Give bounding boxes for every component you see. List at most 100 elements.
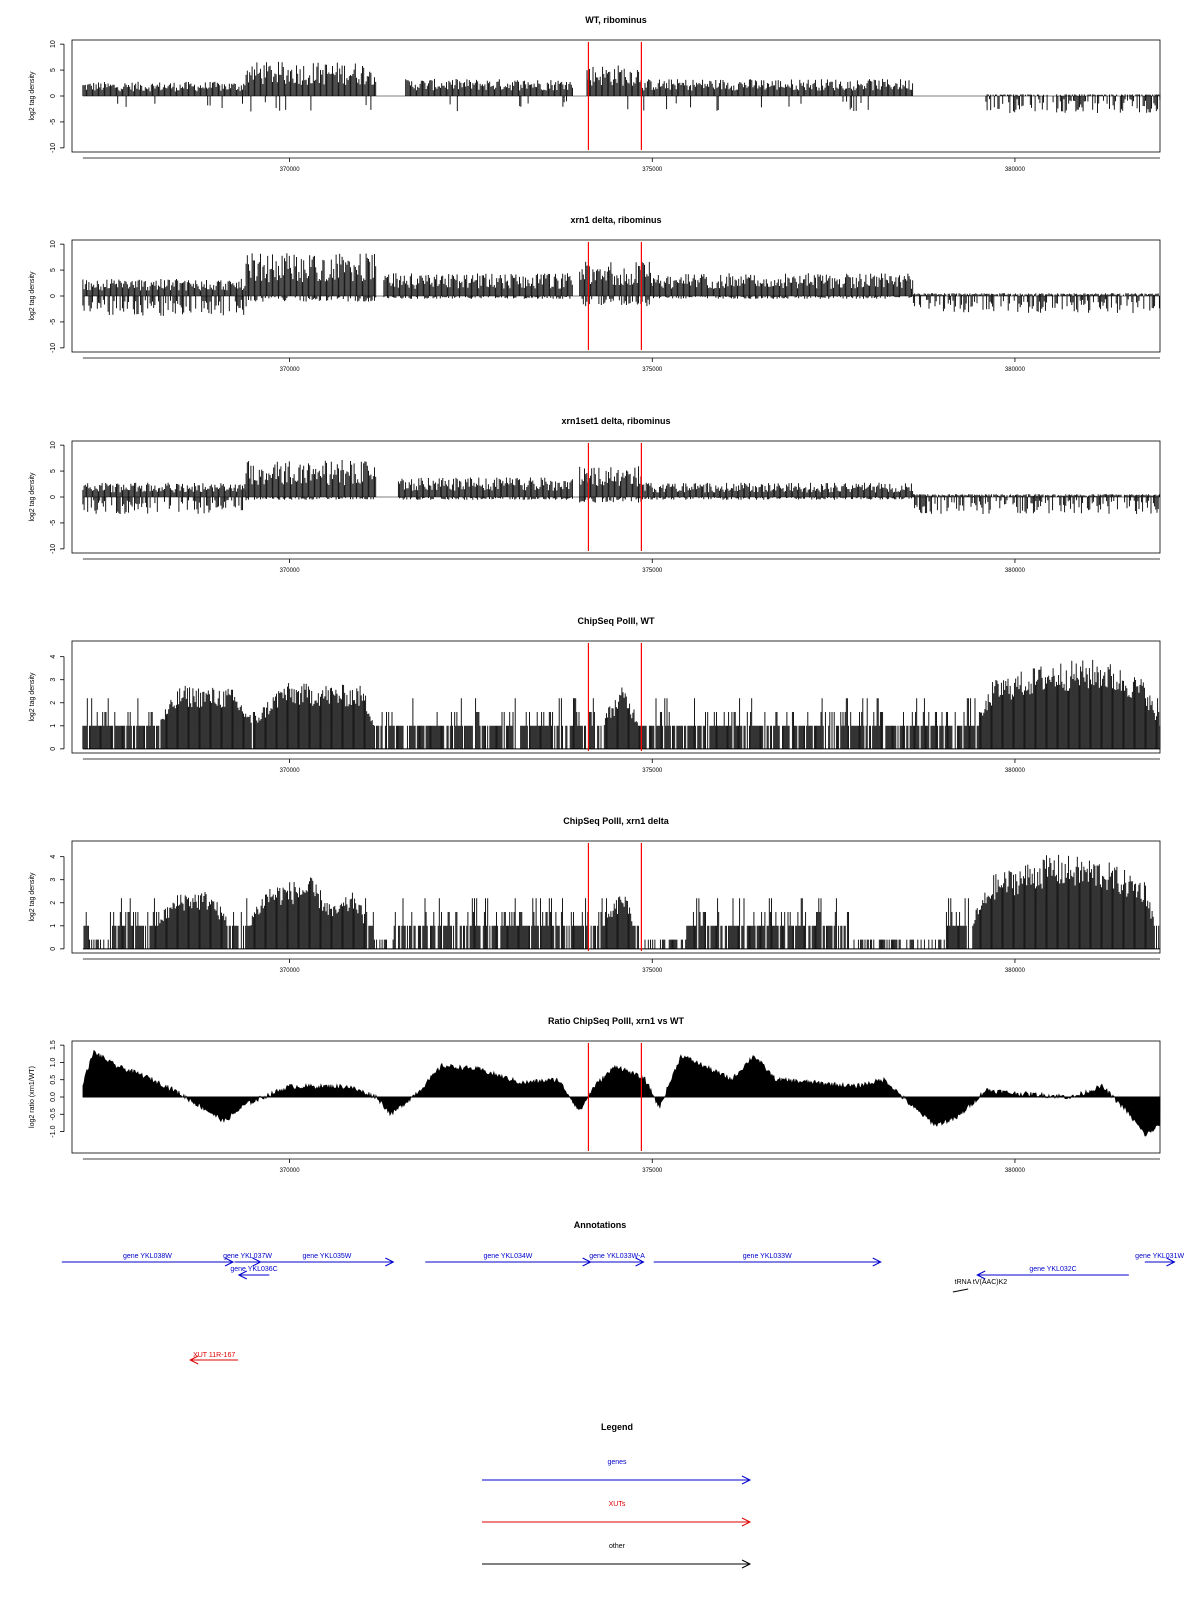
bar-segment-1: [82, 278, 247, 316]
bar-segment-2: [245, 460, 377, 500]
y-axis: 0 1 2 3 4: [50, 855, 65, 951]
x-tick-label: 375000: [642, 768, 663, 774]
y-tick-label: 5: [50, 68, 57, 72]
x-tick-label: 370000: [280, 167, 301, 173]
bar-segment-4: [579, 261, 653, 307]
legend-item-other: other: [482, 1543, 752, 1569]
gene-label: gene YKL032C: [1029, 1266, 1076, 1273]
legend-label: genes: [607, 1459, 627, 1466]
x-tick-label: 375000: [642, 568, 663, 574]
y-tick-label: 10: [50, 240, 57, 248]
gene-arrow: gene YKL035W: [260, 1253, 395, 1267]
bar-segment-3: [397, 477, 573, 500]
y-axis-label: log2 tag density: [29, 472, 36, 522]
bar-segment-1: [82, 81, 247, 108]
bar-cluster: [397, 477, 573, 500]
data-marks: [82, 1049, 1161, 1137]
bar-segment-5: [640, 78, 914, 111]
annotations-title: Annotations: [574, 1220, 627, 1230]
y-tick-label: 0.0: [50, 1092, 57, 1102]
arrow-head: [635, 1257, 645, 1267]
y-tick-label: 4: [50, 655, 57, 659]
bar-cluster: [82, 482, 247, 514]
bar-segment-4: [586, 65, 642, 110]
data-marks: [82, 253, 1160, 316]
x-tick-label: 370000: [280, 568, 301, 574]
y-axis-label: log2 tag density: [29, 271, 36, 321]
gene-label: gene YKL038W: [123, 1253, 172, 1260]
bar-segment-6: [912, 494, 1160, 514]
bar-segment-5: [651, 273, 914, 299]
chart-title: Ratio ChipSeq PolII, xrn1 vs WT: [548, 1016, 685, 1026]
gene-label: gene YKL033W: [743, 1253, 792, 1260]
y-tick-label: -5: [50, 520, 57, 526]
arrow-head: [1166, 1257, 1176, 1267]
y-axis: -10 -5 0 5 10: [50, 441, 65, 554]
y-tick-label: 0: [50, 947, 57, 951]
bar-cluster: [586, 65, 642, 110]
x-tick-label: 380000: [1005, 568, 1026, 574]
y-tick-label: 0: [50, 94, 57, 98]
x-axis: 370000 375000 380000: [82, 157, 1160, 173]
chart-panel-3: xrn1set1 delta, ribominus log2 tag densit…: [29, 416, 1161, 574]
gene-label: gene YKL035W: [302, 1253, 351, 1260]
gene-arrow: gene YKL033W: [653, 1253, 882, 1267]
legend-label: XUTs: [609, 1501, 626, 1508]
y-axis: -10 -5 0 5 10: [50, 40, 65, 153]
bar-segment-6: [985, 94, 1161, 113]
y-tick-label: 10: [50, 441, 57, 449]
x-tick-label: 375000: [642, 1168, 663, 1174]
plot-frame: [71, 1040, 1161, 1154]
gene-label: gene YKL034W: [483, 1253, 532, 1260]
x-tick-label: 370000: [280, 1168, 301, 1174]
bar-cluster: [912, 293, 1160, 313]
arrow-head: [385, 1257, 395, 1267]
arrow-head: [741, 1475, 752, 1485]
other-arrow: [952, 1288, 969, 1293]
bar-cluster: [82, 81, 247, 108]
bar-segment-6: [912, 293, 1160, 313]
legend-item-genes: genes: [482, 1459, 752, 1485]
y-tick-label: 0: [50, 495, 57, 499]
bar-cluster: [83, 854, 1160, 949]
x-tick-label: 370000: [280, 768, 301, 774]
bar-segment-3: [383, 273, 573, 299]
x-axis: 370000 375000 380000: [82, 1158, 1160, 1174]
x-axis: 370000 375000 380000: [82, 958, 1160, 974]
bar-cluster: [245, 253, 377, 302]
arrow-head: [582, 1257, 592, 1267]
gene-arrow: gene YKL034W: [425, 1253, 592, 1267]
y-tick-label: -10: [50, 143, 57, 153]
y-axis-label: log2 tag density: [29, 672, 36, 722]
data-marks: [82, 854, 1160, 950]
y-tick-label: -0.5: [50, 1108, 57, 1120]
legend: Legend genes XUTs other: [482, 1422, 752, 1569]
plot-frame: [71, 840, 1161, 954]
bar-cluster: [985, 94, 1161, 113]
arrow-head: [189, 1355, 199, 1365]
y-tick-label: 1: [50, 724, 57, 728]
y-axis: 0 1 2 3 4: [50, 655, 65, 751]
other-feature: tRNA tV(AAC)K2: [952, 1279, 1007, 1293]
data-marks: [82, 460, 1160, 514]
bar-cluster: [82, 278, 247, 316]
chart-panel-2: xrn1 delta, ribominus log2 tag density -10…: [29, 215, 1161, 373]
x-tick-label: 370000: [280, 367, 301, 373]
gene-arrow: gene YKL031W: [1135, 1253, 1184, 1267]
y-tick-label: 2: [50, 901, 57, 905]
gene-arrow: gene YKL036C: [230, 1266, 278, 1280]
bar-cluster: [245, 460, 377, 500]
bar-cluster: [912, 494, 1160, 514]
x-tick-label: 370000: [280, 968, 301, 974]
bar-cluster: [579, 261, 653, 307]
chart-panel-1: WT, ribominus log2 tag density -10 -5 0 5 10 37…: [29, 15, 1161, 173]
chart-panel-6: Ratio ChipSeq PolII, xrn1 vs WT log2 rati…: [29, 1016, 1161, 1174]
annotations-panel: Annotations gene YKL038W gene YKL037W gene …: [61, 1220, 1184, 1365]
gene-arrow: gene YKL038W: [61, 1253, 235, 1267]
bar-segment-2: [245, 253, 377, 302]
y-axis: -10 -5 0 5 10: [50, 240, 65, 353]
chart-title: ChipSeq PolII, xrn1 delta: [563, 816, 670, 826]
plot-frame: [71, 640, 1161, 754]
bar-segment-4: [579, 466, 642, 503]
